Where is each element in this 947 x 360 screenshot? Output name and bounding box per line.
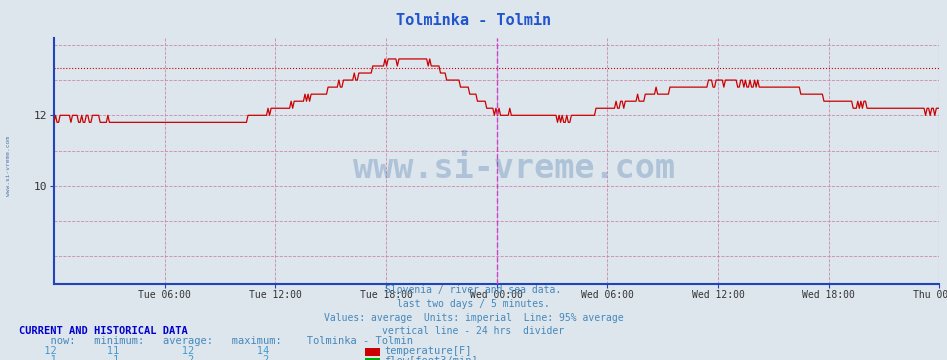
- Text: now:   minimum:   average:   maximum:    Tolminka - Tolmin: now: minimum: average: maximum: Tolminka…: [38, 336, 413, 346]
- Text: Slovenia / river and sea data.: Slovenia / river and sea data.: [385, 285, 562, 296]
- Text: 12        11          12          14: 12 11 12 14: [38, 346, 269, 356]
- Text: flow[foot3/min]: flow[foot3/min]: [384, 355, 478, 360]
- Text: temperature[F]: temperature[F]: [384, 346, 472, 356]
- Text: 1         1           2           2: 1 1 2 2: [38, 355, 269, 360]
- Text: www.si-vreme.com: www.si-vreme.com: [6, 136, 11, 195]
- Text: www.si-vreme.com: www.si-vreme.com: [353, 152, 675, 185]
- Text: Values: average  Units: imperial  Line: 95% average: Values: average Units: imperial Line: 95…: [324, 313, 623, 323]
- Text: vertical line - 24 hrs  divider: vertical line - 24 hrs divider: [383, 327, 564, 337]
- Text: last two days / 5 minutes.: last two days / 5 minutes.: [397, 299, 550, 309]
- Text: Tolminka - Tolmin: Tolminka - Tolmin: [396, 13, 551, 28]
- Text: CURRENT AND HISTORICAL DATA: CURRENT AND HISTORICAL DATA: [19, 326, 188, 336]
